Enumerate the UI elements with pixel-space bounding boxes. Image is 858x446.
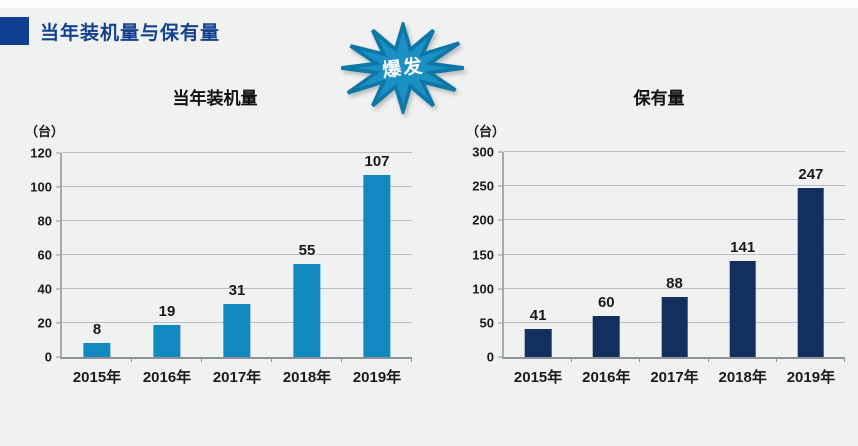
y-tick-label: 80	[37, 213, 52, 229]
axis-unit-label: （台）	[466, 124, 506, 139]
x-axis-label: 2019年	[352, 369, 402, 386]
bar	[661, 296, 688, 357]
bar-value-label: 31	[228, 282, 246, 300]
starburst-icon	[341, 18, 464, 118]
bar-value-label: 107	[364, 153, 390, 171]
y-tick-mark	[56, 220, 61, 222]
bar-value-label: 41	[529, 306, 547, 324]
gridline	[62, 152, 412, 153]
bar	[797, 188, 825, 357]
x-axis-label: 2018年	[718, 369, 767, 386]
bar-value-label: 60	[597, 294, 615, 311]
y-tick-label: 300	[472, 144, 494, 160]
y-tick-mark	[498, 356, 503, 358]
y-tick-mark	[56, 254, 61, 256]
burst-shape	[338, 18, 468, 118]
gridline	[62, 254, 412, 255]
y-tick-mark	[498, 254, 503, 255]
y-tick-label: 0	[486, 349, 494, 365]
x-axis-label: 2017年	[650, 369, 699, 386]
y-tick-label: 250	[472, 178, 494, 194]
x-axis-label: 2016年	[582, 369, 631, 386]
x-tick-mark	[571, 357, 573, 362]
bar	[153, 324, 181, 357]
gridline	[62, 220, 412, 222]
y-tick-mark	[56, 152, 61, 154]
plot-area: 0 20 40 60 80 100 120 8 2015年 19 2016年 31 2017年 55 201…	[30, 147, 412, 386]
y-tick-label: 200	[472, 212, 494, 228]
y-tick-label: 0	[44, 349, 52, 365]
page-header: 当年装机量与保有量	[0, 17, 220, 45]
chart-title: 保有量	[633, 89, 685, 108]
x-tick-mark	[341, 357, 342, 362]
bar-value-label: 19	[158, 302, 176, 320]
y-tick-mark	[498, 322, 503, 324]
y-tick-mark	[56, 322, 61, 324]
slide-top-edge	[0, 0, 858, 8]
x-tick-mark	[844, 357, 845, 362]
gridline	[504, 151, 845, 152]
x-tick-mark	[707, 357, 709, 362]
bar-value-label: 247	[798, 166, 824, 184]
y-tick-label: 120	[30, 145, 52, 161]
x-tick-mark	[201, 357, 202, 362]
y-tick-label: 50	[479, 315, 494, 331]
y-tick-label: 20	[37, 315, 52, 331]
bar-value-label: 141	[730, 238, 756, 256]
x-axis-label: 2015年	[513, 369, 563, 386]
title-bullet-square	[0, 17, 29, 45]
bar	[223, 304, 251, 357]
burst-label: 爆发	[381, 55, 426, 82]
y-tick-mark	[498, 151, 503, 153]
x-tick-mark	[131, 357, 132, 362]
x-axis-label: 2015年	[72, 369, 122, 386]
axis-unit-label: （台）	[25, 124, 65, 139]
bar-value-label: 88	[666, 274, 683, 292]
bar-value-label: 55	[298, 241, 316, 259]
x-tick-mark	[775, 357, 777, 362]
gridline	[62, 186, 412, 187]
bar-value-label: 8	[92, 321, 102, 339]
chart-title: 当年装机量	[172, 89, 258, 108]
gridline	[504, 287, 845, 289]
gridline	[504, 253, 845, 255]
bar	[729, 260, 756, 357]
y-tick-label: 100	[472, 281, 494, 297]
gridline	[504, 219, 845, 221]
x-axis-label: 2016年	[142, 369, 192, 386]
bar	[363, 175, 391, 357]
bar	[524, 328, 552, 357]
starburst-polygon	[341, 18, 464, 118]
x-axis-label: 2018年	[282, 369, 332, 386]
y-tick-mark	[498, 219, 503, 221]
x-axis-label: 2017年	[212, 369, 262, 386]
y-tick-mark	[56, 288, 61, 290]
x-axis-label: 2019年	[786, 369, 836, 386]
y-tick-mark	[498, 185, 503, 187]
x-tick-mark	[411, 357, 412, 362]
bar	[293, 263, 321, 357]
y-tick-label: 150	[472, 247, 494, 262]
bar	[83, 343, 111, 357]
x-tick-mark	[639, 357, 641, 362]
y-tick-label: 100	[30, 179, 52, 195]
y-tick-mark	[56, 356, 61, 358]
y-tick-label: 60	[37, 247, 52, 263]
x-tick-mark	[271, 357, 272, 362]
page-title: 当年装机量与保有量	[40, 22, 221, 44]
y-tick-mark	[498, 288, 503, 290]
y-tick-mark	[56, 186, 61, 188]
bar	[593, 316, 620, 357]
y-tick-label: 40	[37, 281, 52, 297]
gridline	[62, 288, 412, 290]
plot-area: 0 50 100 150 200 250 300 41 2015年 60 2016年 88 2017年 1…	[472, 146, 845, 386]
gridline	[504, 185, 845, 187]
